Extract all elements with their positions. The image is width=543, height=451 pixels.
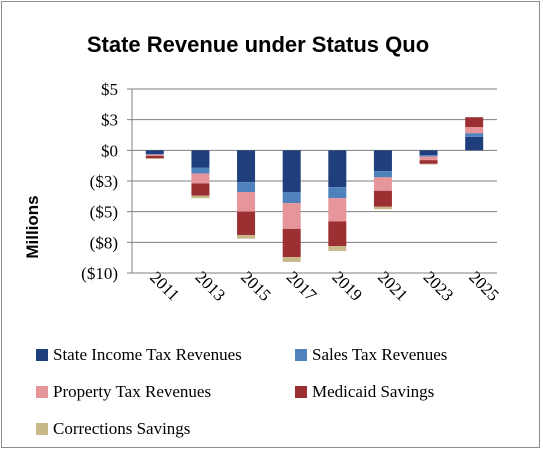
legend-label: Property Tax Revenues	[53, 382, 211, 401]
bar-segment	[145, 154, 164, 155]
legend-label: State Income Tax Revenues	[53, 345, 242, 364]
bar-segment	[465, 136, 484, 151]
bar-segment	[328, 187, 347, 199]
y-tick-label: ($10)	[81, 264, 118, 283]
bar-segment	[191, 150, 210, 168]
legend-label: Medicaid Savings	[312, 382, 434, 401]
bar-segment	[465, 133, 484, 137]
bar-segment	[419, 160, 438, 164]
legend-swatch	[295, 349, 307, 361]
bar-segment	[373, 190, 392, 207]
bar-segment	[465, 117, 484, 128]
bar-segment	[328, 150, 347, 188]
bar-segment	[419, 150, 438, 156]
y-tick-label: ($3)	[90, 172, 118, 191]
y-axis-label: Millions	[23, 195, 42, 258]
bar-segment	[145, 154, 164, 156]
legend-swatch	[295, 386, 307, 398]
bar-segment	[328, 221, 347, 247]
bar-segment	[282, 257, 301, 262]
bar-segment	[419, 163, 438, 165]
bar-segment	[328, 198, 347, 222]
legend-label: Sales Tax Revenues	[312, 345, 447, 364]
bar-segment	[373, 177, 392, 191]
bar-segment	[237, 150, 256, 183]
bar-segment	[373, 150, 392, 172]
bar-segment	[282, 150, 301, 193]
bar-segment	[145, 158, 164, 159]
y-tick-label: $0	[101, 141, 118, 160]
bar-segment	[191, 183, 210, 196]
bar-segment	[328, 246, 347, 251]
bar-segment	[237, 192, 256, 212]
bar-segment	[465, 127, 484, 134]
bar-segment	[373, 206, 392, 210]
bar-segment	[282, 228, 301, 258]
bar-segment	[419, 156, 438, 161]
bar-segment	[282, 203, 301, 229]
bar-segment	[145, 155, 164, 159]
bar-segment	[191, 173, 210, 184]
y-tick-label: ($8)	[90, 233, 118, 252]
y-tick-label: ($5)	[90, 203, 118, 222]
bar-segment	[191, 195, 210, 199]
legend-swatch	[36, 386, 48, 398]
bar-segment	[191, 167, 210, 174]
legend-swatch	[36, 423, 48, 435]
chart-title: State Revenue under Status Quo	[87, 32, 429, 57]
bar-segment	[282, 192, 301, 204]
bar-segment	[373, 171, 392, 178]
y-tick-label: $3	[101, 111, 118, 130]
bar-segment	[145, 150, 164, 155]
legend-label: Corrections Savings	[53, 419, 190, 438]
legend-swatch	[36, 349, 48, 361]
bar-segment	[237, 234, 256, 239]
bar-segment	[237, 211, 256, 235]
y-tick-label: $5	[101, 80, 118, 99]
bar-segment	[419, 155, 438, 157]
bar-segment	[237, 182, 256, 193]
